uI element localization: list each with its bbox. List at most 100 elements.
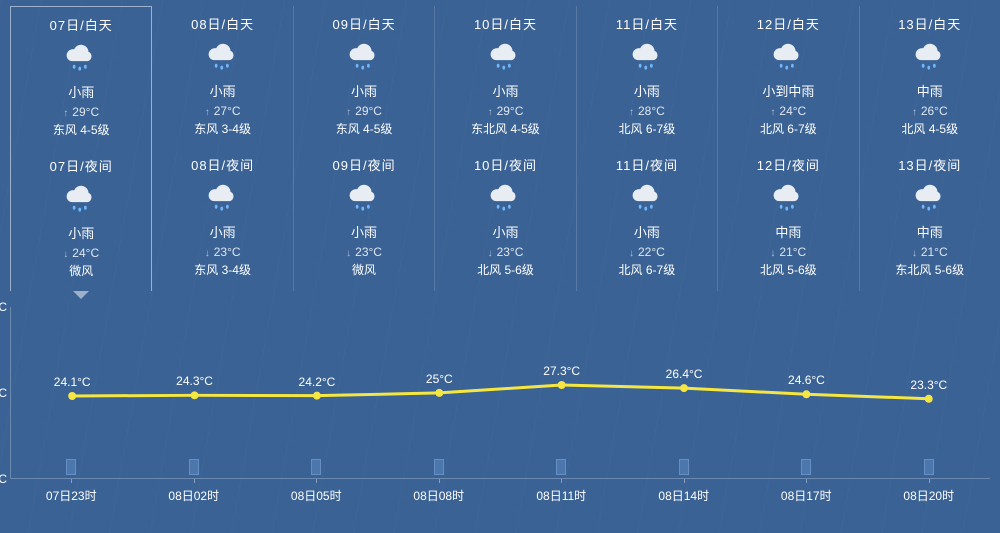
condition-text: 小雨 [11, 82, 151, 101]
temp-arrow-icon: ↑ [346, 107, 351, 118]
forecast-day-6: 13日/白天中雨 ↑26°C 北风 4-5级 [860, 10, 1000, 145]
x-tick-label: 08日05时 [255, 483, 378, 504]
temp-point [435, 389, 443, 397]
x-bar-icon [556, 459, 566, 475]
rain-icon [152, 178, 292, 218]
point-label: 26.4°C [666, 367, 703, 381]
point-label: 23.3°C [910, 378, 947, 392]
temp-arrow-icon: ↓ [63, 249, 68, 260]
forecast-day-0[interactable]: 07日/白天小雨↑29°C东风 4-5级07日/夜间小雨↓24°C微风 [10, 6, 152, 291]
x-tick-text: 08日05时 [291, 489, 342, 503]
temp-text: ↓ 22°C [577, 245, 717, 259]
forecast-night-4: 11日/夜间小雨↓22°C北风 6-7级 [577, 151, 717, 286]
forecast-day-2: 09日/白天小雨↑29°C东风 4-5级 [294, 10, 434, 145]
condition-text: 小雨 [294, 81, 434, 100]
date-label: 13日/白天 [860, 14, 1000, 33]
temp-text: ↑29°C [294, 104, 434, 118]
point-label: 24.3°C [176, 374, 213, 388]
forecast-night-3: 10日/夜间小雨↓23°C北风 5-6级 [435, 151, 575, 286]
temp-value: 29°C [72, 105, 99, 119]
date-label: 10日/白天 [435, 14, 575, 33]
date-label: 11日/白天 [577, 14, 717, 33]
condition-text: 中雨 [718, 222, 858, 241]
date-label: 11日/夜间 [577, 155, 717, 174]
forecast-day-2[interactable]: 09日/白天小雨↑29°C东风 4-5级09日/夜间小雨↓23°C微风 [294, 6, 435, 291]
wind-text: 东风 3-4级 [152, 261, 292, 278]
x-bar-icon [189, 459, 199, 475]
date-label: 08日/夜间 [152, 155, 292, 174]
temp-text: ↓ 24°C [11, 246, 151, 260]
temp-value: 24°C [72, 246, 99, 260]
point-label: 24.2°C [299, 375, 336, 389]
x-tick-label: 08日02时 [133, 483, 256, 504]
x-tick-text: 07日23时 [46, 489, 97, 503]
wind-text: 东北风 5-6级 [860, 261, 1000, 278]
hourly-temp-chart: 0 °C25 °C50 °C24.1°C24.3°C24.2°C25°C27.3… [10, 307, 990, 479]
condition-text: 小雨 [435, 222, 575, 241]
rain-icon [11, 179, 151, 219]
forecast-day-6[interactable]: 13日/白天中雨↑26°C北风 4-5级13日/夜间中雨↓21°C东北风 5-6… [860, 6, 1000, 291]
forecast-day-0: 07日/白天小雨↑29°C东风 4-5级 [11, 11, 151, 146]
x-bar-icon [66, 459, 76, 475]
forecast-night-6: 13日/夜间中雨↓21°C东北风 5-6级 [860, 151, 1000, 286]
temp-text: ↓ 21°C [860, 245, 1000, 259]
wind-text: 微风 [294, 261, 434, 278]
x-bar-icon [801, 459, 811, 475]
condition-text: 中雨 [860, 81, 1000, 100]
temp-point [680, 384, 688, 392]
condition-text: 小雨 [294, 222, 434, 241]
point-label: 25°C [426, 372, 453, 386]
forecast-day-1[interactable]: 08日/白天小雨↑27°C东风 3-4级08日/夜间小雨↓23°C东风 3-4级 [152, 6, 293, 291]
temp-value: 23°C [214, 245, 241, 259]
forecast-day-5[interactable]: 12日/白天小到中雨↑24°C北风 6-7级12日/夜间中雨↓21°C北风 5-… [718, 6, 859, 291]
x-bar-icon [311, 459, 321, 475]
temp-value: 21°C [921, 245, 948, 259]
temp-arrow-icon: ↓ [912, 248, 917, 259]
temp-arrow-icon: ↓ [629, 248, 634, 259]
temp-text: ↑24°C [718, 104, 858, 118]
point-label: 24.1°C [54, 375, 91, 389]
condition-text: 小雨 [577, 222, 717, 241]
wind-text: 北风 5-6级 [718, 261, 858, 278]
forecast-day-3[interactable]: 10日/白天小雨↑29°C东北风 4-5级10日/夜间小雨↓23°C北风 5-6… [435, 6, 576, 291]
y-tick-label: 50 °C [0, 300, 7, 314]
forecast-day-4[interactable]: 11日/白天小雨↑28°C北风 6-7级11日/夜间小雨↓22°C北风 6-7级 [577, 6, 718, 291]
temp-value: 28°C [638, 104, 665, 118]
x-tick-label: 08日11时 [500, 483, 623, 504]
rain-icon [294, 178, 434, 218]
temp-value: 23°C [355, 245, 382, 259]
y-tick-label: 25 °C [0, 386, 7, 400]
x-tick-label: 08日17时 [745, 483, 868, 504]
condition-text: 小雨 [152, 81, 292, 100]
x-bar-icon [924, 459, 934, 475]
x-tick-text: 08日14时 [658, 489, 709, 503]
date-label: 07日/白天 [11, 15, 151, 34]
wind-text: 北风 4-5级 [860, 120, 1000, 137]
forecast-day-5: 12日/白天小到中雨↑24°C北风 6-7级 [718, 10, 858, 145]
date-label: 08日/白天 [152, 14, 292, 33]
temp-value: 24°C [779, 104, 806, 118]
temp-text: ↑26°C [860, 104, 1000, 118]
temp-point [191, 391, 199, 399]
y-tick-label: 0 °C [0, 472, 7, 486]
rain-icon [294, 37, 434, 77]
wind-text: 东风 3-4级 [152, 120, 292, 137]
temp-point [802, 390, 810, 398]
forecast-night-1: 08日/夜间小雨↓23°C东风 3-4级 [152, 151, 292, 286]
temp-arrow-icon: ↑ [629, 107, 634, 118]
point-label: 27.3°C [543, 364, 580, 378]
condition-text: 小雨 [435, 81, 575, 100]
temp-value: 23°C [497, 245, 524, 259]
condition-text: 小雨 [11, 223, 151, 242]
condition-text: 中雨 [860, 222, 1000, 241]
x-tick-label: 08日20时 [868, 483, 991, 504]
temp-text: ↓ 23°C [294, 245, 434, 259]
rain-icon [577, 178, 717, 218]
x-tick-label: 08日14时 [623, 483, 746, 504]
temp-value: 22°C [638, 245, 665, 259]
rain-icon [435, 37, 575, 77]
temp-arrow-icon: ↓ [346, 248, 351, 259]
temp-text: ↓23°C [435, 245, 575, 259]
temp-arrow-icon: ↑ [488, 107, 493, 118]
condition-text: 小雨 [577, 81, 717, 100]
